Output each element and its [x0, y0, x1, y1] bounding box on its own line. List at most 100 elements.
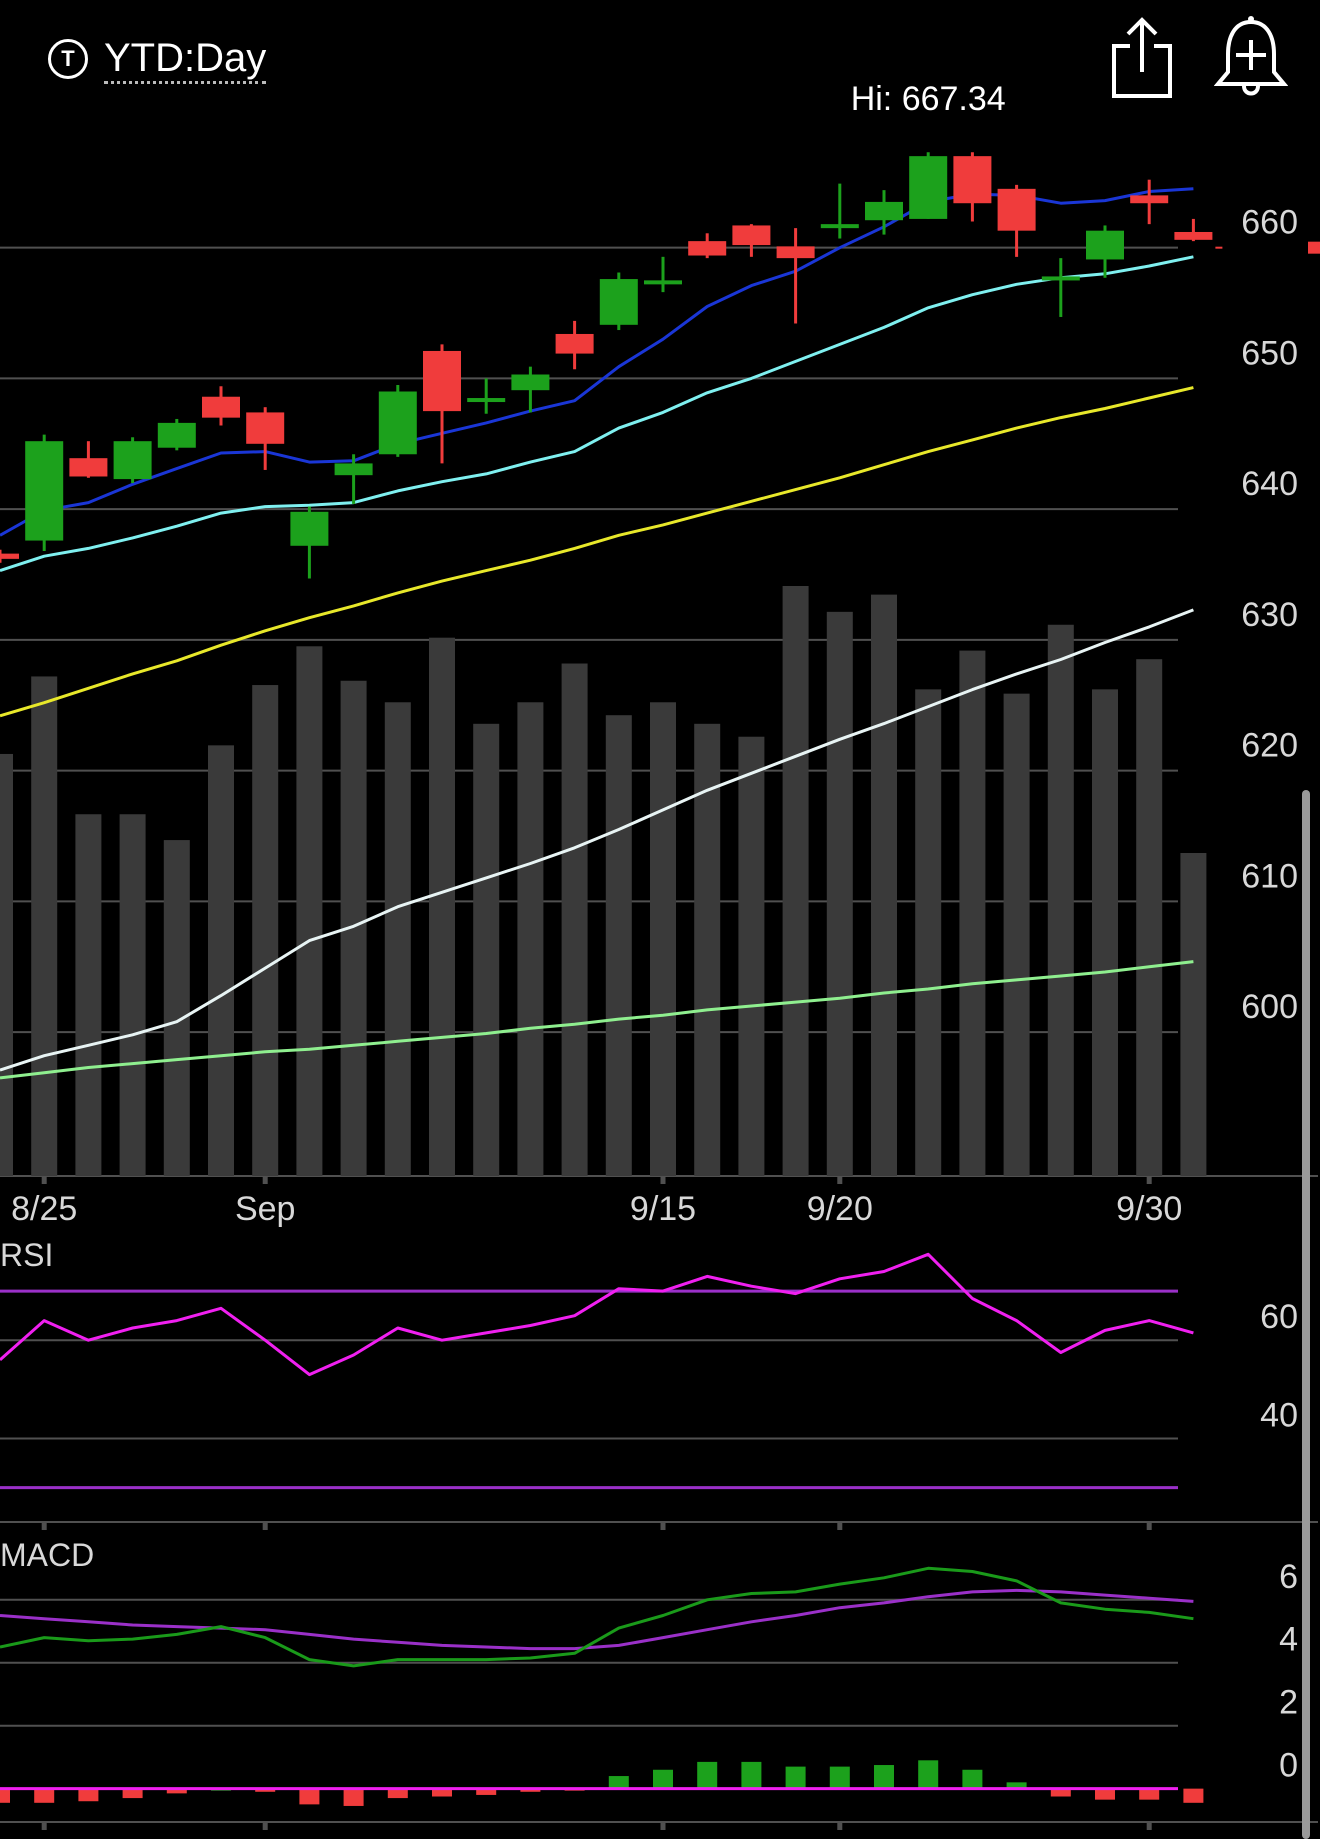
- candle-up: [157, 422, 196, 448]
- volume-bar: [738, 736, 765, 1176]
- candle-down: [688, 241, 727, 256]
- macd-histogram-bar: [520, 1788, 541, 1792]
- macd-histogram-bar: [78, 1788, 99, 1802]
- candle-down: [423, 350, 461, 412]
- volume-bar: [561, 663, 588, 1176]
- range-selector[interactable]: T YTD:Day: [48, 34, 267, 84]
- candle-down: [555, 333, 594, 354]
- candle-up: [820, 224, 859, 229]
- candle-up: [511, 374, 550, 391]
- volume-bar: [1092, 689, 1118, 1176]
- macd-axis-label: 0: [1279, 1747, 1298, 1785]
- volume-bar: [915, 689, 942, 1176]
- macd-histogram-bar: [387, 1788, 408, 1799]
- macd-histogram-bar: [608, 1776, 629, 1789]
- candle-up: [909, 156, 948, 219]
- time-axis-label: Sep: [235, 1190, 296, 1228]
- candle-up: [290, 511, 329, 546]
- candle-up: [1041, 276, 1080, 281]
- time-axis-label: 9/15: [630, 1190, 696, 1228]
- candle-down: [1174, 231, 1213, 240]
- macd-histogram-bar: [741, 1761, 762, 1789]
- candle-up: [599, 279, 638, 325]
- candle-down: [732, 225, 771, 246]
- price-axis-label: 660: [1241, 204, 1298, 242]
- volume-bar: [163, 840, 190, 1176]
- candle-up: [644, 280, 682, 285]
- volume-bar: [384, 702, 411, 1176]
- candle-down: [202, 396, 240, 418]
- candle-up: [1086, 230, 1124, 260]
- volume-bar: [605, 715, 632, 1176]
- volume-bar: [782, 586, 809, 1176]
- last-price-marker: [1308, 241, 1320, 254]
- macd-histogram-bar: [1139, 1788, 1160, 1800]
- top-bar: T YTD:Day: [0, 0, 1320, 120]
- macd-axis-label: 2: [1279, 1684, 1298, 1722]
- volume-bar: [1136, 659, 1163, 1176]
- macd-histogram-bar: [34, 1788, 55, 1803]
- share-icon[interactable]: [1110, 16, 1174, 100]
- candle-up: [334, 463, 373, 476]
- rsi-line: [0, 1252, 1194, 1377]
- macd-histogram-bar: [432, 1788, 452, 1797]
- price-axis-label: 640: [1241, 465, 1298, 503]
- macd-histogram-bar: [122, 1788, 143, 1799]
- add-alert-bell-icon[interactable]: [1214, 14, 1288, 100]
- vertical-scrollbar[interactable]: [1302, 790, 1310, 1839]
- rsi-title: RSI: [0, 1237, 53, 1273]
- macd-histogram-bar: [255, 1788, 276, 1792]
- candle-up: [113, 441, 152, 480]
- rsi-axis-label: 40: [1260, 1396, 1298, 1434]
- macd-histogram-bar: [1006, 1782, 1027, 1789]
- volume-bar: [208, 745, 234, 1176]
- volume-bar: [296, 646, 323, 1176]
- macd-axis-label: 6: [1279, 1558, 1298, 1596]
- macd-histogram-bar: [962, 1769, 983, 1789]
- volume-bar: [252, 685, 279, 1176]
- candle-up: [865, 201, 903, 221]
- candle-down: [776, 246, 815, 259]
- price-axis-label: 600: [1241, 988, 1298, 1026]
- macd-histogram-bar: [343, 1788, 364, 1806]
- volume-bar: [75, 814, 102, 1176]
- macd-histogram-bar: [1183, 1788, 1204, 1803]
- volume-bar: [1047, 624, 1074, 1176]
- macd-signal-line: [0, 1588, 1194, 1651]
- macd-line: [0, 1566, 1194, 1668]
- volume-bar: [517, 702, 544, 1176]
- time-axis-label: 9/30: [1116, 1190, 1182, 1228]
- ma-mid-line: [0, 255, 1194, 573]
- macd-histogram-bar: [1050, 1788, 1071, 1797]
- ticker-type-icon: T: [48, 39, 88, 79]
- volume-bar: [650, 702, 676, 1176]
- volume-bar: [119, 814, 146, 1176]
- price-axis-label: 630: [1241, 596, 1298, 634]
- volume-bar: [1003, 693, 1030, 1176]
- macd-histogram-bar: [653, 1769, 673, 1789]
- macd-histogram-bar: [874, 1765, 894, 1789]
- volume-bar: [31, 676, 58, 1176]
- candle-down: [246, 412, 285, 444]
- price-axis-label: 610: [1241, 857, 1298, 895]
- candle-down: [0, 553, 19, 559]
- volume-bar: [694, 723, 721, 1176]
- candle-down: [953, 156, 992, 204]
- volume-bar: [959, 650, 986, 1176]
- volume-bar: [429, 637, 455, 1176]
- candle-down: [69, 458, 108, 477]
- candle-down: [997, 188, 1036, 231]
- ma-slow-line: [0, 386, 1194, 718]
- macd-histogram-bar: [785, 1766, 806, 1789]
- volume-bar: [0, 753, 13, 1176]
- macd-histogram-bar: [299, 1788, 320, 1805]
- macd-title: MACD: [0, 1537, 94, 1573]
- macd-histogram-bar: [918, 1760, 939, 1789]
- time-axis-label: 9/20: [807, 1190, 873, 1228]
- volume-bar: [1180, 853, 1207, 1176]
- range-label: YTD:Day: [104, 35, 267, 84]
- volume-bar: [871, 594, 897, 1176]
- macd-histogram-bar: [166, 1788, 187, 1794]
- ma-fast-line: [0, 187, 1194, 537]
